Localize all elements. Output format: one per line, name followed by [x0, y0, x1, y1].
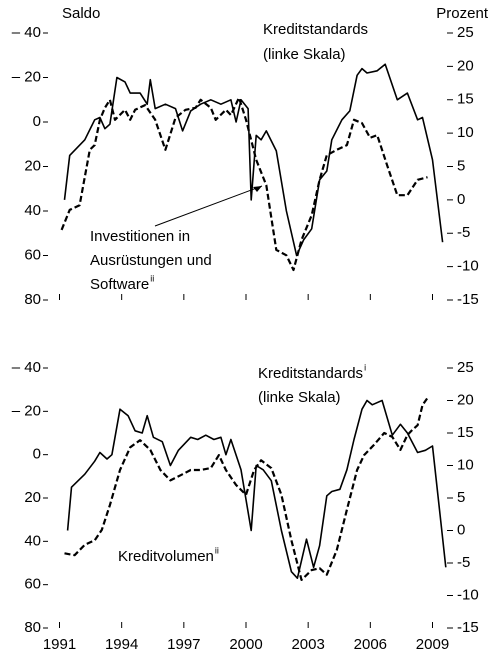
y2-tick-label: 25 — [457, 359, 474, 376]
x-tick-label: 2003 — [291, 636, 324, 653]
y2-tick-label: 25 — [457, 24, 474, 41]
y2-axis-label: Prozent — [436, 5, 489, 22]
y-tick-label: 60 — [24, 246, 41, 263]
y2-tick-label: -10 — [457, 258, 479, 275]
y2-tick-label: 15 — [457, 424, 474, 441]
y2-tick-label: -5 — [457, 224, 470, 241]
y-tick-label: 20 — [24, 157, 41, 174]
y2-tick-label: 0 — [457, 191, 465, 208]
annotation: Ausrüstungen und — [90, 252, 212, 269]
y-tick-label: 40 — [24, 202, 41, 219]
y-tick-label: – 40 — [12, 24, 41, 41]
annotation-superscript: ii — [215, 545, 219, 555]
arrow-head — [253, 186, 262, 192]
y-tick-label: 60 — [24, 576, 41, 593]
annotation: Kreditstandards — [263, 21, 368, 38]
y-tick-label: – 20 — [12, 402, 41, 419]
y2-tick-label: 10 — [457, 124, 474, 141]
y-tick-label: – 20 — [12, 68, 41, 85]
y-axis-label: Saldo — [62, 5, 100, 22]
y2-tick-label: -10 — [457, 586, 479, 603]
x-tick-label: 1994 — [105, 636, 138, 653]
annotation-arrow — [154, 185, 263, 227]
x-tick-label: 1997 — [167, 636, 200, 653]
y2-tick-label: 15 — [457, 91, 474, 108]
annotation-superscript: ii — [150, 273, 154, 283]
y-tick-label: 0 — [33, 113, 41, 130]
y-tick-label: – 40 — [12, 359, 41, 376]
y2-tick-label: 0 — [457, 521, 465, 538]
annotation: Investitionen in — [90, 228, 190, 245]
annotation: (linke Skala) — [258, 389, 341, 406]
series-line — [64, 397, 429, 581]
x-tick-label: 2006 — [354, 636, 387, 653]
y2-tick-label: -5 — [457, 554, 470, 571]
y2-tick-label: -15 — [457, 291, 479, 308]
annotation: Kreditvolumen — [118, 548, 214, 565]
y2-tick-label: 5 — [457, 157, 465, 174]
annotation: Software — [90, 276, 149, 293]
series-line — [63, 63, 444, 257]
y2-tick-label: 10 — [457, 456, 474, 473]
y2-tick-label: 5 — [457, 489, 465, 506]
y-tick-label: 20 — [24, 489, 41, 506]
y2-tick-label: 20 — [457, 391, 474, 408]
x-tick-label: 2000 — [229, 636, 262, 653]
y-tick-label: 80 — [24, 619, 41, 636]
x-tick-label: 1991 — [43, 636, 76, 653]
x-tick-label: 2009 — [416, 636, 449, 653]
annotation-superscript: i — [364, 362, 366, 372]
y-tick-label: 0 — [33, 446, 41, 463]
y2-tick-label: 20 — [457, 57, 474, 74]
annotation: (linke Skala) — [263, 46, 346, 63]
y2-tick-label: -15 — [457, 619, 479, 636]
annotation: Kreditstandards — [258, 365, 363, 382]
y-tick-label: 80 — [24, 291, 41, 308]
y-tick-label: 40 — [24, 532, 41, 549]
